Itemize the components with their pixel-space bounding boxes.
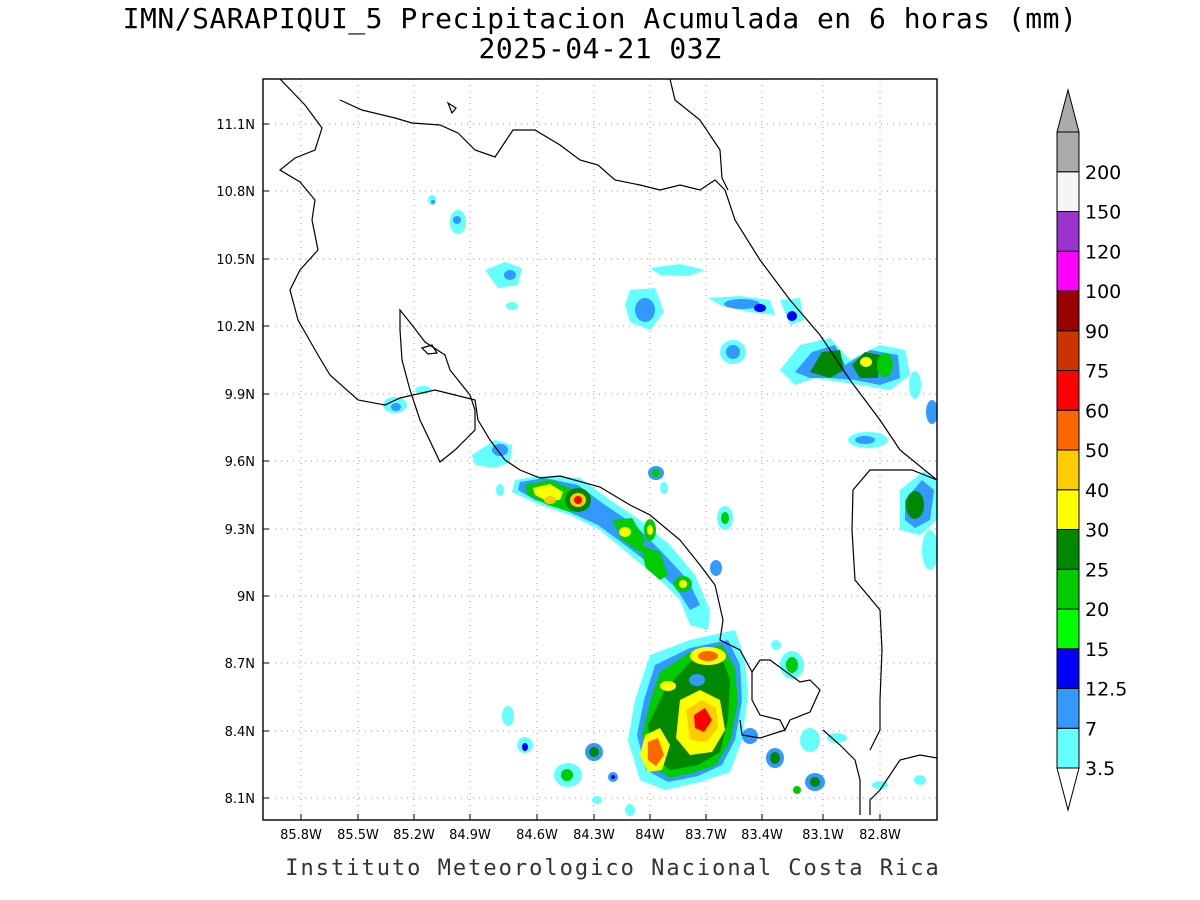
lon-tick-label: 85.2W xyxy=(393,828,435,843)
precipitation-field xyxy=(383,195,937,816)
colorbar-swatch xyxy=(1056,131,1080,173)
colorbar-label: 90 xyxy=(1085,321,1109,343)
colorbar-swatch xyxy=(1056,688,1080,729)
lon-tick-label: 85.5W xyxy=(337,828,379,843)
colorbar-label: 40 xyxy=(1085,480,1109,502)
lat-tick-label: 8.7N xyxy=(225,657,255,672)
lon-tick-label: 82.8W xyxy=(859,828,901,843)
colorbar-label: 100 xyxy=(1085,281,1121,303)
lat-tick-labels: 11.1N 10.8N 10.5N 10.2N 9.9N 9.6N 9.3N 9… xyxy=(216,118,255,807)
colorbar-overflow-arrow xyxy=(1056,88,1080,133)
lat-tick-label: 8.1N xyxy=(225,792,255,807)
colorbar-label: 60 xyxy=(1085,400,1109,422)
colorbar-underflow-arrow xyxy=(1056,767,1080,812)
lat-tick-label: 11.1N xyxy=(216,118,255,133)
colorbar-swatch xyxy=(1056,727,1080,769)
lat-tick-label: 9.9N xyxy=(225,388,255,403)
colorbar-swatch xyxy=(1056,489,1080,530)
lon-tick-label: 83.4W xyxy=(741,828,783,843)
colorbar-label: 3.5 xyxy=(1085,758,1115,780)
map-datetime: 2025-04-21 03Z xyxy=(478,32,722,65)
colorbar-label: 30 xyxy=(1085,520,1109,542)
colorbar-label: 20 xyxy=(1085,599,1109,621)
lat-tick-label: 10.5N xyxy=(216,253,255,268)
colorbar-swatch xyxy=(1056,171,1080,212)
lon-tick-label: 83.1W xyxy=(802,828,844,843)
coastlines xyxy=(278,79,937,815)
colorbar-swatch xyxy=(1056,370,1080,411)
lon-tick-labels: 85.8W 85.5W 85.2W 84.9W 84.6W 84.3W 84W … xyxy=(280,828,901,843)
colorbar-swatch xyxy=(1056,409,1080,451)
lon-tick-label: 84.6W xyxy=(516,828,558,843)
colorbar-swatch xyxy=(1056,250,1080,292)
colorbar-label: 25 xyxy=(1085,559,1109,581)
colorbar-legend: 3.5 7 12.5 15 20 25 30 40 50 60 75 90 100 120 150 200 xyxy=(1056,88,1127,812)
lon-tick-label: 84.9W xyxy=(449,828,491,843)
lat-tick-label: 10.2N xyxy=(216,320,255,335)
lon-tick-label: 83.7W xyxy=(685,828,727,843)
lat-tick-label: 9N xyxy=(237,590,255,605)
grid-lines xyxy=(263,79,937,820)
lat-tick-label: 8.4N xyxy=(225,725,255,740)
colorbar-label: 150 xyxy=(1085,202,1121,224)
footer-credit: Instituto Meteorologico Nacional Costa R… xyxy=(285,856,941,881)
axis-tick-marks xyxy=(263,123,881,820)
lat-tick-label: 10.8N xyxy=(216,185,255,200)
colorbar-label: 75 xyxy=(1085,361,1109,383)
colorbar-swatch xyxy=(1056,449,1080,491)
colorbar-label: 12.5 xyxy=(1085,679,1127,701)
colorbar-swatch xyxy=(1056,608,1080,650)
colorbar-label: 15 xyxy=(1085,639,1109,661)
colorbar-label: 7 xyxy=(1085,718,1097,740)
colorbar-swatch xyxy=(1056,290,1080,332)
colorbar-swatch xyxy=(1056,330,1080,371)
colorbar-label: 120 xyxy=(1085,241,1121,263)
colorbar-swatch xyxy=(1056,648,1080,689)
map-title: IMN/SARAPIQUI_5 Precipitacion Acumulada … xyxy=(122,2,1078,35)
lat-tick-label: 9.3N xyxy=(225,523,255,538)
colorbar-swatch xyxy=(1056,529,1080,570)
lon-tick-label: 84W xyxy=(635,828,665,843)
lat-tick-label: 9.6N xyxy=(225,455,255,470)
map-frame xyxy=(262,78,938,821)
colorbar-label: 200 xyxy=(1085,162,1121,184)
colorbar-label: 50 xyxy=(1085,440,1109,462)
colorbar-swatch xyxy=(1056,568,1080,610)
colorbar-swatch xyxy=(1056,211,1080,252)
lon-tick-label: 85.8W xyxy=(280,828,322,843)
lon-tick-label: 84.3W xyxy=(573,828,615,843)
